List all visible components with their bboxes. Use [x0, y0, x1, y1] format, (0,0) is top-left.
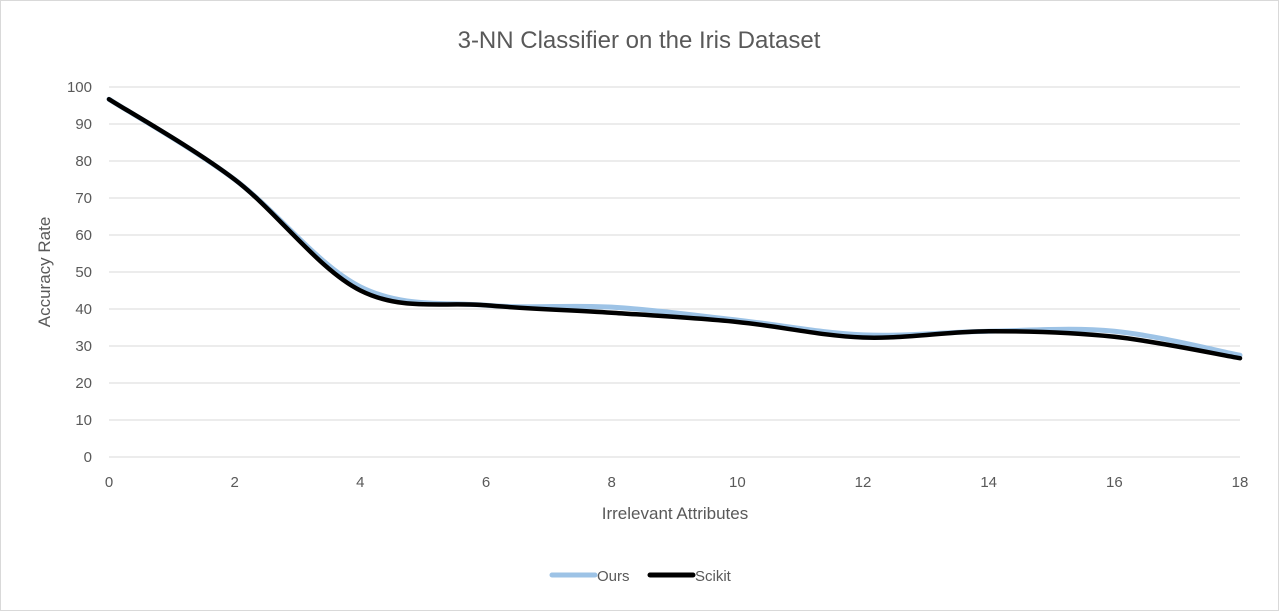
- y-tick-label: 60: [75, 227, 92, 244]
- x-tick-label: 4: [356, 474, 364, 491]
- x-tick-label: 14: [980, 474, 997, 491]
- y-axis-ticks: 0 10 20 30 40 50 60 70 80 90 100: [67, 79, 92, 466]
- x-tick-label: 2: [230, 474, 238, 491]
- x-tick-label: 8: [607, 474, 615, 491]
- x-tick-label: 10: [729, 474, 746, 491]
- y-tick-label: 90: [75, 116, 92, 133]
- y-tick-label: 40: [75, 301, 92, 318]
- legend-item-ours: Ours: [549, 568, 630, 585]
- y-tick-label: 0: [84, 449, 92, 466]
- legend: Ours Scikit: [549, 568, 732, 585]
- x-axis-title: Irrelevant Attributes: [602, 504, 748, 523]
- x-axis-ticks: 0 2 4 6 8 10 12 14 16 18: [105, 474, 1249, 491]
- x-tick-label: 12: [855, 474, 872, 491]
- legend-label: Ours: [597, 568, 630, 585]
- y-tick-label: 70: [75, 190, 92, 207]
- y-tick-label: 20: [75, 375, 92, 392]
- x-tick-label: 18: [1232, 474, 1249, 491]
- x-tick-label: 0: [105, 474, 113, 491]
- series-lines: [106, 96, 1243, 361]
- y-tick-label: 10: [75, 412, 92, 429]
- y-axis-title: Accuracy Rate: [35, 217, 54, 328]
- y-tick-label: 80: [75, 153, 92, 170]
- chart-title: 3-NN Classifier on the Iris Dataset: [458, 27, 821, 54]
- y-tick-label: 50: [75, 264, 92, 281]
- x-tick-label: 16: [1106, 474, 1123, 491]
- legend-label: Scikit: [695, 568, 732, 585]
- y-tick-label: 100: [67, 79, 92, 96]
- series-line-scikit: [106, 96, 1243, 361]
- gridlines: [109, 86, 1240, 458]
- y-tick-label: 30: [75, 338, 92, 355]
- x-tick-label: 6: [482, 474, 490, 491]
- legend-item-scikit: Scikit: [647, 568, 732, 585]
